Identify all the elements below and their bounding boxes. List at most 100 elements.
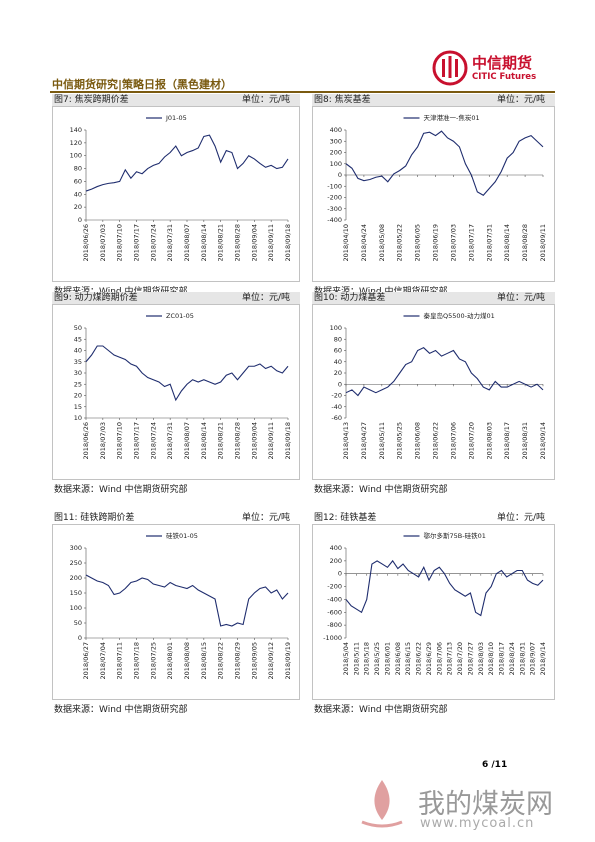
watermark-url: www.mycoal.cn: [420, 816, 535, 831]
x-tick-label: 2018/6/22: [415, 642, 423, 675]
x-tick-label: 2018/07/17: [133, 224, 141, 261]
x-tick-label: 2018/07/03: [99, 422, 107, 459]
figure-title-bar: 图10: 动力煤基差 单位：元/吨: [312, 292, 555, 304]
chart: J01-05 0 20 40 60 80 100 120 140 2018/06/26 2018/0…: [52, 106, 300, 282]
x-tick-label: 2018/07/18: [133, 642, 141, 679]
x-tick-label: 2018/9/14: [539, 642, 547, 675]
figure-unit: 单位：元/吨: [241, 513, 290, 523]
figure-source: 数据来源：Wind 中信期货研究部: [54, 485, 188, 495]
figure-title-bar: 图11: 硅铁跨期价差 单位：元/吨: [52, 512, 300, 524]
x-tick-label: 2018/07/03: [449, 224, 457, 261]
y-tick-label: 300: [330, 137, 342, 145]
y-tick-label: 0: [338, 570, 342, 578]
x-tick-label: 2018/08/03: [485, 422, 493, 459]
y-tick-label: 100: [70, 152, 82, 160]
y-tick-label: 25: [74, 380, 82, 388]
figure-title-bar: 图8: 焦炭基差 单位：元/吨: [312, 94, 555, 106]
y-tick-label: 10: [74, 414, 82, 422]
y-tick-label: 80: [74, 165, 82, 173]
y-tick-label: 100: [330, 324, 342, 332]
data-line: [345, 559, 544, 617]
x-tick-label: 2018/7/06: [435, 642, 443, 675]
x-tick-label: 2018/08/07: [183, 224, 191, 261]
y-tick-label: 0: [78, 216, 82, 224]
chart-border: [312, 524, 555, 700]
x-tick-label: 2018/8/10: [487, 642, 495, 675]
x-tick-label: 2018/04/10: [342, 224, 350, 261]
x-tick-label: 2018/09/19: [284, 642, 292, 679]
x-tick-label: 2018/07/04: [99, 642, 107, 679]
x-tick-label: 2018/8/17: [498, 642, 506, 675]
legend-label: J01-05: [165, 114, 187, 122]
y-tick-label: 35: [74, 358, 82, 366]
x-tick-label: 2018/08/08: [183, 642, 191, 679]
legend-label: 天津港准一-焦炭01: [424, 113, 480, 122]
x-tick-label: 2018/09/04: [250, 422, 258, 459]
figure-source: 数据来源：Wind 中信期货研究部: [314, 705, 448, 715]
y-tick-label: -400: [327, 595, 342, 603]
x-tick-label: 2018/5/04: [342, 642, 350, 675]
watermark-title: 我的煤炭网: [418, 789, 553, 820]
y-tick-label: 40: [74, 190, 82, 198]
data-line: [85, 574, 289, 627]
x-tick-label: 2018/07/06: [449, 422, 457, 459]
y-tick-label: 200: [330, 557, 342, 565]
report-title: 中信期货研究|策略日报（黑色建材）: [52, 78, 233, 91]
x-tick-label: 2018/06/26: [82, 224, 90, 261]
figure-title: 图12: 硅铁基差: [314, 513, 377, 523]
y-tick-label: -40: [331, 403, 342, 411]
legend-label: 鄂尔多斯75B-硅铁01: [424, 531, 486, 540]
figure-title: 图11: 硅铁跨期价差: [54, 513, 135, 523]
y-tick-label: -1000: [323, 634, 342, 642]
y-tick-label: 40: [334, 358, 342, 366]
x-tick-label: 2018/7/13: [446, 642, 454, 675]
y-tick-label: 250: [70, 559, 82, 567]
x-tick-label: 2018/08/01: [166, 642, 174, 679]
x-tick-label: 2018/04/27: [360, 422, 368, 459]
logo-en: CITIC Futures: [472, 72, 537, 82]
y-tick-label: 0: [338, 171, 342, 179]
x-tick-label: 2018/09/18: [284, 422, 292, 459]
y-tick-label: 200: [330, 149, 342, 157]
x-tick-label: 2018/6/29: [425, 642, 433, 675]
y-tick-label: 0: [338, 380, 342, 388]
x-tick-label: 2018/08/07: [183, 422, 191, 459]
figure-title-bar: 图12: 硅铁基差 单位：元/吨: [312, 512, 555, 524]
figure-unit: 单位：元/吨: [241, 95, 290, 105]
chart: 鄂尔多斯75B-硅铁01 -1000 -800 -600 -400 -200 0 200 400…: [312, 524, 555, 700]
y-tick-label: 20: [74, 203, 82, 211]
figure-unit: 单位：元/吨: [496, 95, 545, 105]
y-tick-label: 100: [70, 604, 82, 612]
x-tick-label: 2018/07/31: [166, 224, 174, 261]
x-tick-label: 2018/09/14: [539, 422, 547, 459]
x-tick-label: 2018/06/27: [82, 642, 90, 679]
logo-icon: [432, 50, 468, 86]
y-tick-label: -20: [331, 392, 342, 400]
y-tick-label: 140: [70, 126, 82, 134]
x-tick-label: 2018/6/15: [404, 642, 412, 675]
y-tick-label: 40: [74, 347, 82, 355]
data-line: [345, 130, 544, 196]
x-tick-label: 2018/07/20: [467, 422, 475, 459]
x-tick-label: 2018/08/14: [200, 224, 208, 261]
x-tick-label: 2018/7/27: [466, 642, 474, 675]
y-tick-label: 50: [74, 324, 82, 332]
y-tick-label: 15: [74, 403, 82, 411]
x-tick-label: 2018/08/28: [521, 224, 529, 261]
y-tick-label: 60: [334, 347, 342, 355]
x-tick-label: 2018/07/17: [133, 422, 141, 459]
figure-unit: 单位：元/吨: [496, 293, 545, 303]
x-tick-label: 2018/06/08: [414, 422, 422, 459]
x-tick-label: 2018/05/11: [378, 422, 386, 459]
y-tick-label: 150: [70, 589, 82, 597]
page-number: 6 /11: [482, 760, 508, 770]
chart: 硅铁01-05 0 50 100 150 200 250 300 2018/06/27 2018/…: [52, 524, 300, 700]
chart: ZC01-05 10 15 20 25 30 35 40 45 50 2018/06/26 2018/…: [52, 304, 300, 480]
x-tick-label: 2018/07/25: [149, 642, 157, 679]
x-tick-label: 2018/5/18: [363, 642, 371, 675]
x-tick-label: 2018/09/11: [539, 224, 547, 261]
y-tick-label: -60: [331, 414, 342, 422]
x-tick-label: 2018/08/21: [217, 224, 225, 261]
chart-border: [52, 106, 300, 282]
chart: 秦皇岛Q5500-动力煤01 -60 -40 -20 0 20 40 60 80 100 2018/…: [312, 304, 555, 480]
